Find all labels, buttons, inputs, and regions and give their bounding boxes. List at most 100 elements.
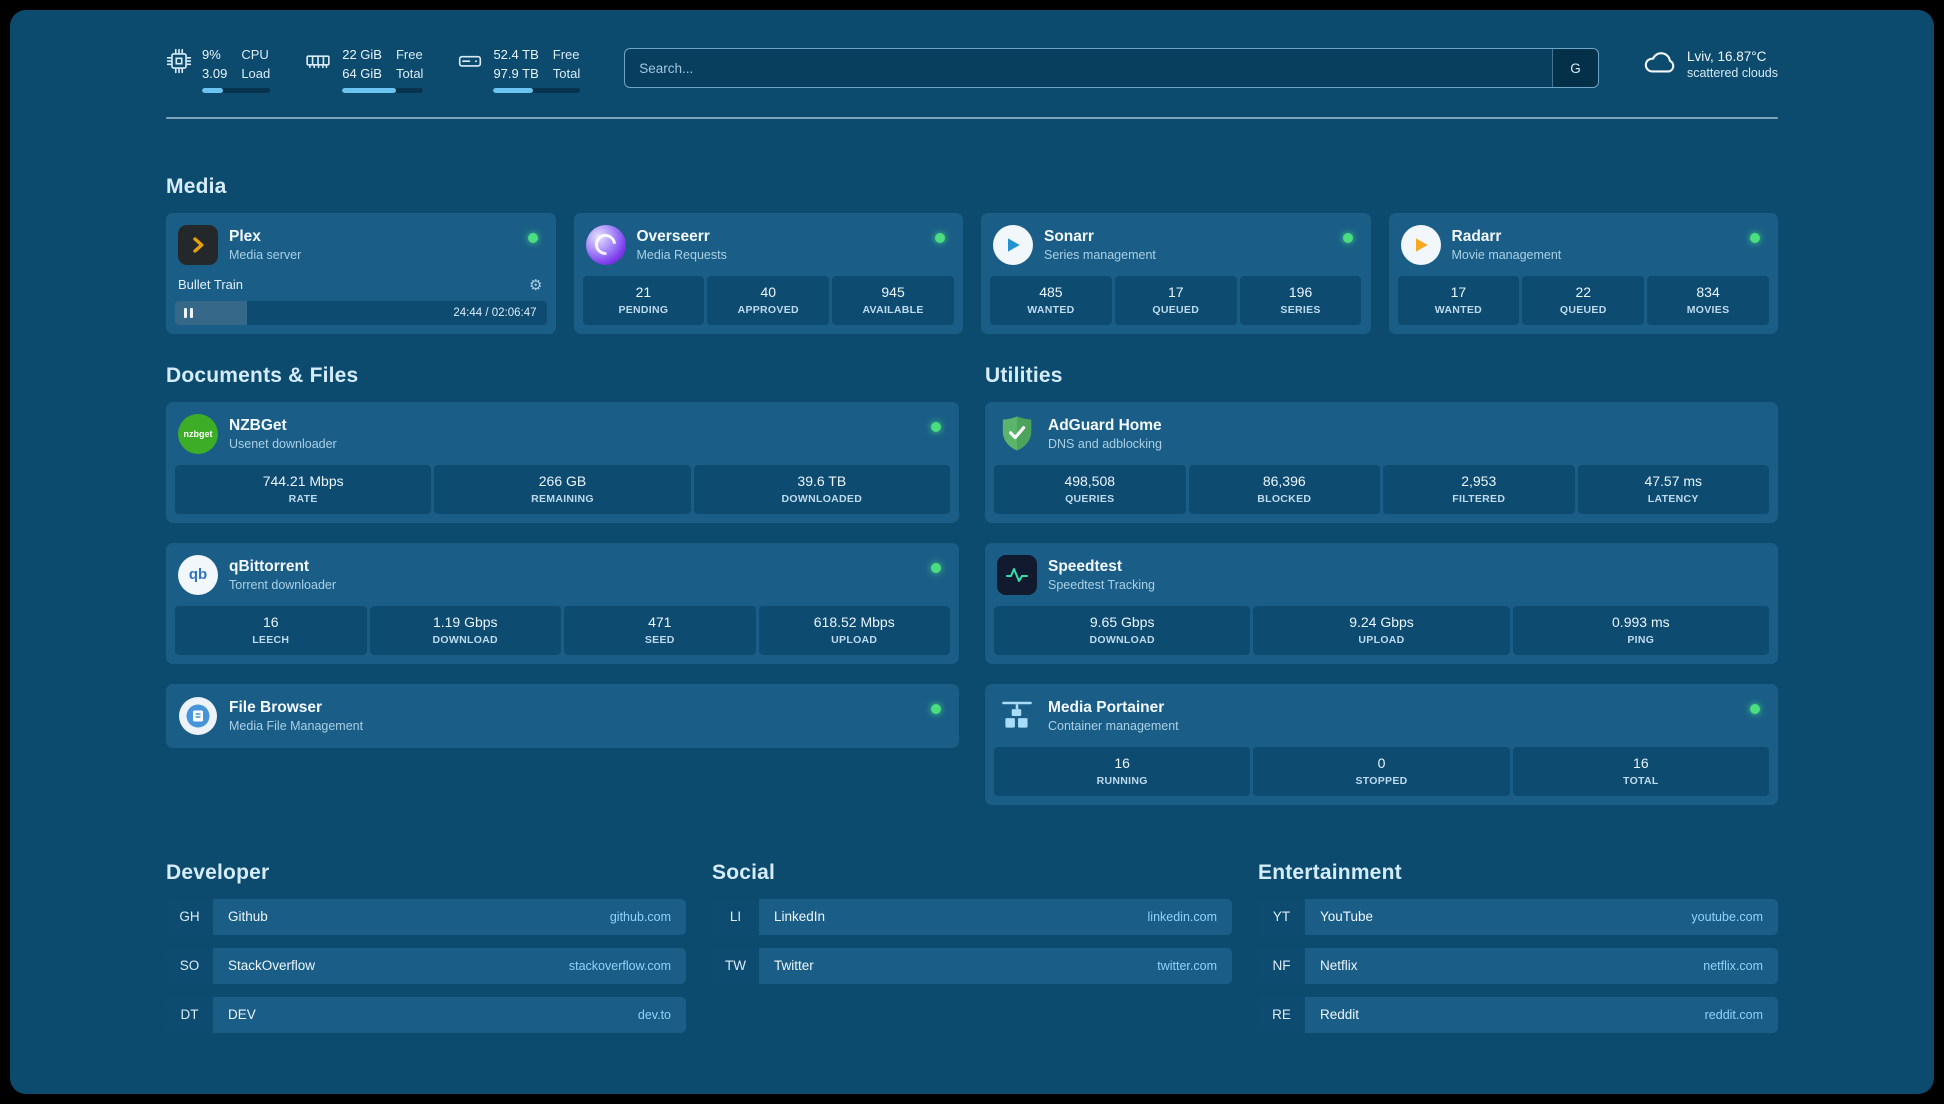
bookmark-netflix[interactable]: NF Netflix netflix.com [1258,947,1778,984]
service-card-portainer[interactable]: Media Portainer Container management 16 … [985,683,1778,805]
memory-total-label: Total [395,65,424,81]
service-stats: 21 PENDING 40 APPROVED 945 AVAILABLE [582,275,955,325]
section-title-utilities: Utilities [985,363,1063,387]
stat-value: 196 [1288,283,1313,300]
stat-label: PENDING [618,303,669,316]
service-name: qBittorrent [229,557,310,575]
bookmark-name: LinkedIn [774,909,826,925]
bookmark-url: github.com [609,909,671,924]
stat-block: 21 PENDING [582,275,705,325]
stat-label: APPROVED [737,303,799,316]
stat-value: 86,396 [1262,472,1306,489]
service-header: Radarr Movie management [1398,222,1770,276]
stat-label: DOWNLOAD [432,633,498,646]
service-name: AdGuard Home [1048,416,1162,434]
service-stats: 16 LEECH 1.19 Gbps DOWNLOAD 471 SEED 6 [175,605,950,655]
section-media: Media Plex Media server Bullet Train ⚙ [166,175,1778,334]
service-card-sonarr[interactable]: Sonarr Series management 485 WANTED 17 Q… [981,212,1371,334]
bookmark-group-social: Social LI LinkedIn linkedin.com TW Twitt… [712,861,1232,984]
service-subtitle: Usenet downloader [229,436,337,451]
service-subtitle: Speedtest Tracking [1048,577,1156,592]
bookmark-url: linkedin.com [1147,909,1217,924]
stat-value: 17 [1450,283,1467,300]
stat-value: 40 [760,283,777,300]
stat-label: DOWNLOADED [781,492,863,505]
stat-block: 1.19 Gbps DOWNLOAD [369,605,561,655]
stat-label: RUNNING [1096,774,1148,787]
portainer-icon [997,696,1037,736]
bookmark-youtube[interactable]: YT YouTube youtube.com [1258,898,1778,935]
gear-icon[interactable]: ⚙ [529,276,543,294]
section-title-social: Social [712,860,776,884]
search-input[interactable] [625,49,1552,87]
service-subtitle: Torrent downloader [229,577,337,592]
service-card-speedtest[interactable]: Speedtest Speedtest Tracking 9.65 Gbps D… [985,542,1778,664]
cpu-progress-bar [202,87,271,93]
adguard-shield-icon [997,414,1037,454]
service-card-plex[interactable]: Plex Media server Bullet Train ⚙ 24:44 /… [166,212,556,334]
service-meta: File Browser Media File Management [229,699,363,733]
stat-label: LATENCY [1647,492,1699,505]
service-meta: Overseerr Media Requests [637,228,727,262]
stat-value: 16 [1114,754,1130,771]
stat-value: 2,953 [1461,472,1497,489]
cpu-load-value: 3.09 [202,65,228,81]
disk-icon [457,48,483,79]
memory-widget-body: 22 GiB 64 GiB Free Total [342,46,424,93]
cpu-icon [166,48,192,79]
stat-value: 498,508 [1064,472,1116,489]
service-name: NZBGet [229,416,287,434]
documents-stack: nzbget NZBGet Usenet downloader 744.21 M… [166,401,959,748]
stat-block: 266 GB REMAINING [434,464,691,514]
stat-value: 17 [1167,283,1184,300]
service-card-radarr[interactable]: Radarr Movie management 17 WANTED 22 QUE… [1388,212,1778,334]
now-playing-row: Bullet Train ⚙ [175,276,547,301]
stat-value: 0 [1377,754,1386,771]
service-stats: 9.65 Gbps DOWNLOAD 9.24 Gbps UPLOAD 0.99… [994,605,1769,655]
bookmark-url: twitter.com [1157,958,1217,973]
bookmark-abbr: DT [166,996,213,1033]
service-card-qbittorrent[interactable]: qb qBittorrent Torrent downloader 16 LEE… [166,542,959,664]
service-stats: 744.21 Mbps RATE 266 GB REMAINING 39.6 T… [175,464,950,514]
status-dot [527,232,538,243]
status-dot [1750,232,1760,243]
search-provider-button[interactable]: G [1551,49,1598,87]
bookmark-twitter[interactable]: TW Twitter twitter.com [712,947,1232,984]
service-meta: qBittorrent Torrent downloader [229,558,336,592]
service-card-nzbget[interactable]: nzbget NZBGet Usenet downloader 744.21 M… [166,401,959,523]
service-card-filebrowser[interactable]: File Browser Media File Management [166,683,959,748]
disk-free-label: Free [552,47,580,62]
service-meta: Sonarr Series management [1044,228,1156,262]
bookmark-dev[interactable]: DT DEV dev.to [166,996,686,1033]
disk-widget-body: 52.4 TB 97.9 TB Free Total [493,46,581,93]
bookmark-linkedin[interactable]: LI LinkedIn linkedin.com [712,898,1232,935]
playback-progress-bar[interactable]: 24:44 / 02:06:47 [175,300,547,325]
service-subtitle: Movie management [1451,247,1562,262]
stat-label: MOVIES [1686,303,1730,316]
stat-block: 498,508 QUERIES [994,464,1186,514]
bookmark-name: StackOverflow [228,958,316,974]
service-card-adguard[interactable]: AdGuard Home DNS and adblocking 498,508 … [985,401,1778,523]
service-meta: Media Portainer Container management [1048,699,1179,733]
stat-block: 9.65 Gbps DOWNLOAD [994,605,1251,655]
pause-icon[interactable] [184,307,193,318]
service-name: Radarr [1451,227,1502,245]
disk-free-value: 52.4 TB [493,47,539,62]
stat-label: QUEUED [1559,303,1607,316]
search-bar[interactable]: G [624,48,1599,88]
disk-total-label: Total [552,65,581,81]
stat-value: 16 [1633,754,1649,771]
memory-icon [304,48,332,79]
bookmark-abbr: LI [712,898,759,935]
media-grid: Plex Media server Bullet Train ⚙ 24:44 /… [166,212,1778,334]
bookmark-reddit[interactable]: RE Reddit reddit.com [1258,996,1778,1033]
service-header: Media Portainer Container management [994,693,1769,747]
service-card-overseerr[interactable]: Overseerr Media Requests 21 PENDING 40 A… [573,212,963,334]
stat-label: SERIES [1280,303,1321,316]
now-playing-title: Bullet Train [178,277,244,293]
service-header: Overseerr Media Requests [583,222,955,276]
bookmark-stackoverflow[interactable]: SO StackOverflow stackoverflow.com [166,947,686,984]
bookmark-github[interactable]: GH Github github.com [166,898,686,935]
cpu-label: CPU [241,47,269,62]
